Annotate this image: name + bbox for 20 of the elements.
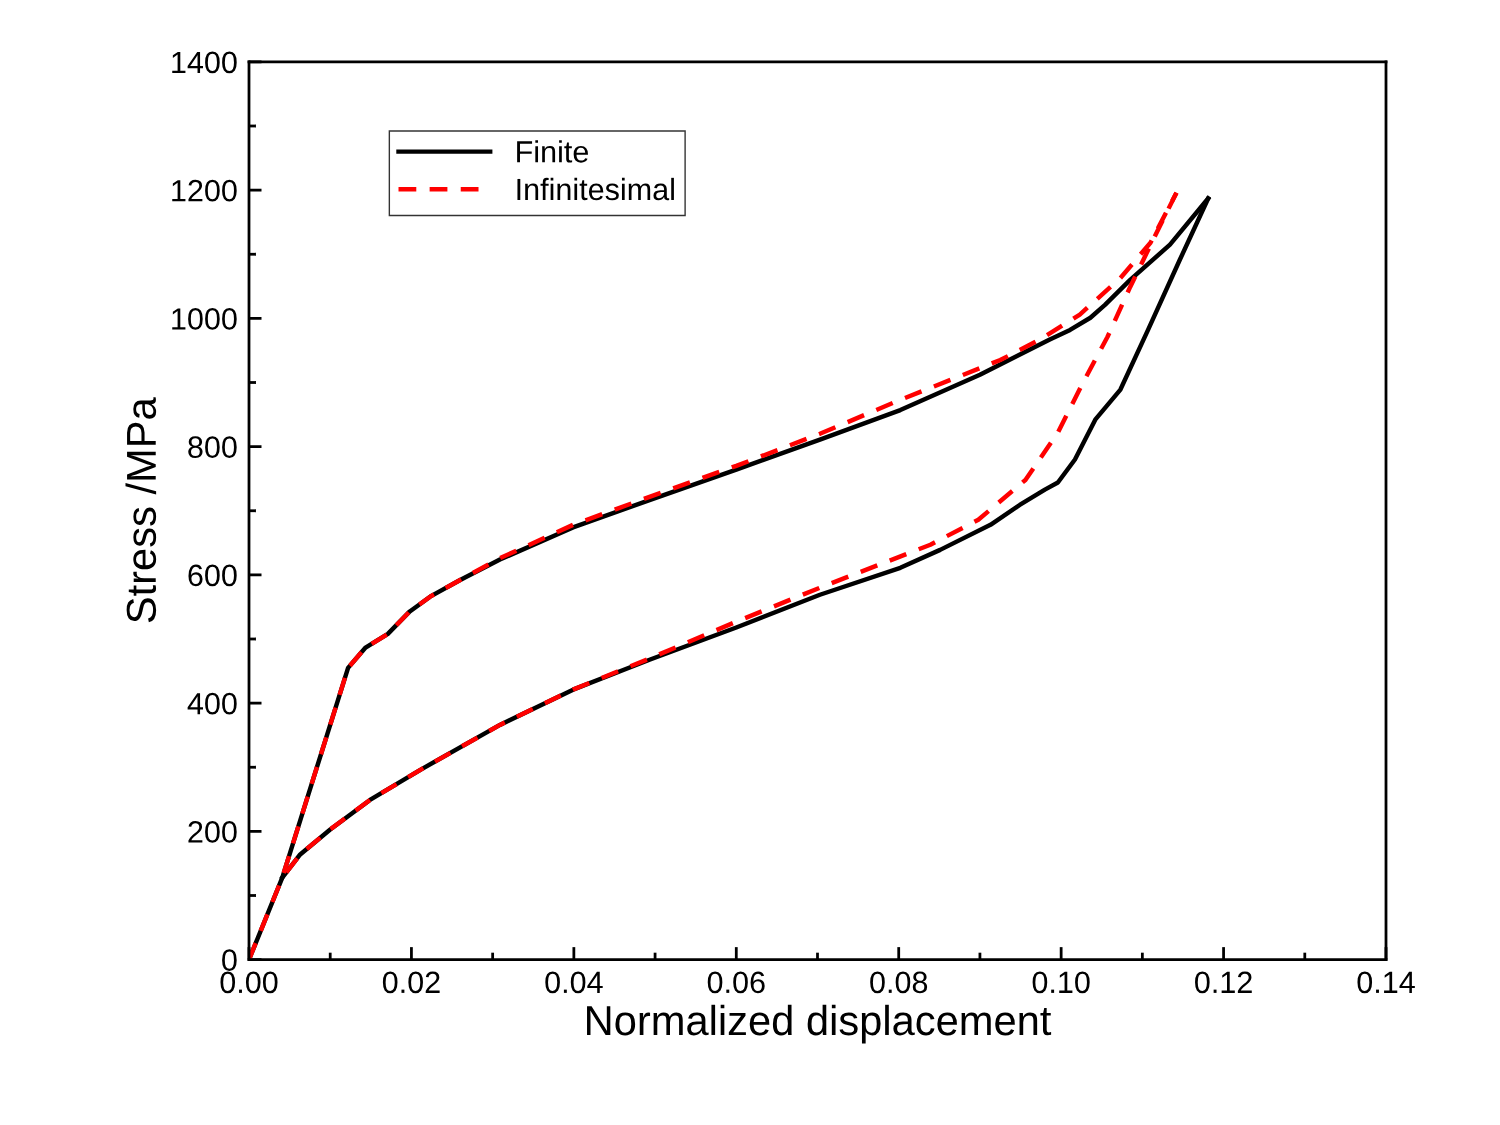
x-axis-title: Normalized displacement — [587, 1004, 1052, 1044]
x-tick-label: 0.00 — [220, 971, 278, 994]
y-tick-label: 400 — [187, 692, 237, 715]
y-tick-label: 200 — [188, 821, 237, 843]
y-tick-label: 1200 — [172, 179, 237, 202]
y-tick-label: 1400 — [172, 51, 237, 74]
legend-label: Finite — [517, 140, 588, 163]
y-tick-label: 600 — [188, 564, 237, 587]
x-tick-label: 0.12 — [1195, 971, 1252, 994]
x-tick-label: 0.08 — [870, 971, 928, 994]
x-tick-label: 0.02 — [382, 971, 440, 994]
x-tick-label: 0.04 — [545, 971, 603, 994]
y-axis-title: Stress /MPa — [125, 397, 157, 623]
x-tick-label: 0.10 — [1032, 971, 1090, 994]
legend-label: Infinitesimal — [517, 177, 674, 201]
y-tick-label: 0 — [222, 949, 237, 971]
y-tick-label: 1000 — [172, 308, 237, 330]
x-tick-label: 0.06 — [707, 971, 765, 994]
y-tick-label: 800 — [188, 436, 237, 458]
x-tick-label: 0.14 — [1357, 971, 1415, 994]
